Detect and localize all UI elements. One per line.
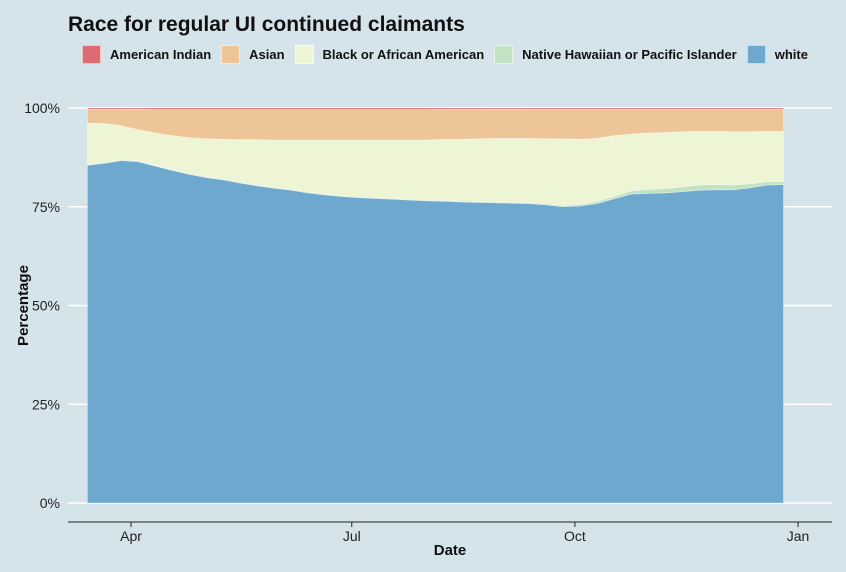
y-axis-title: Percentage (15, 265, 32, 346)
legend-item-black-or-african-american: Black or African American (294, 45, 485, 64)
legend-swatch (82, 45, 101, 64)
legend-item-white: white (746, 45, 808, 64)
legend-label: American Indian (110, 47, 212, 62)
x-tick-label: Jan (787, 528, 810, 544)
legend-label: white (774, 47, 808, 62)
chart-title: Race for regular UI continued claimants (68, 13, 465, 36)
legend-label: Asian (249, 47, 285, 62)
legend-label: Native Hawaiian or Pacific Islander (522, 47, 737, 62)
legend-label: Black or African American (322, 47, 485, 62)
legend-swatch (221, 45, 241, 64)
x-tick-label: Oct (564, 528, 586, 544)
y-tick-label: 50% (32, 298, 60, 314)
y-tick-label: 25% (32, 396, 60, 412)
legend-item-native-hawaiian-or-pacific-islander: Native Hawaiian or Pacific Islander (494, 45, 737, 64)
x-tick-label: Jul (343, 528, 361, 544)
legend-item-asian: Asian (221, 45, 285, 64)
x-tick-label: Apr (120, 528, 142, 544)
y-tick-label: 100% (24, 100, 60, 116)
legend: American Indian Asian Black or African Ame… (82, 45, 818, 64)
x-axis-title: Date (434, 542, 467, 559)
area-white (87, 160, 784, 504)
area-american-indian (87, 107, 784, 110)
legend-swatch (746, 45, 766, 64)
legend-item-american-indian: American Indian (82, 45, 211, 64)
legend-swatch (294, 45, 314, 64)
legend-swatch (494, 45, 514, 64)
y-tick-label: 0% (40, 495, 60, 511)
y-tick-label: 75% (32, 199, 60, 215)
